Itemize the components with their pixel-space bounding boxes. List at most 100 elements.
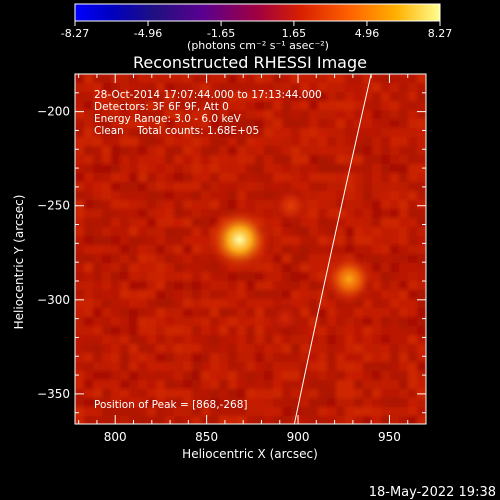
x-tick-label: 950 — [378, 430, 401, 444]
image-pixel — [102, 236, 112, 246]
image-pixel — [246, 317, 256, 327]
image-pixel — [273, 380, 283, 390]
image-pixel — [345, 74, 355, 84]
image-pixel — [129, 173, 139, 183]
image-pixel — [255, 290, 265, 300]
image-pixel — [273, 119, 283, 129]
image-pixel — [219, 128, 229, 138]
image-pixel — [408, 236, 418, 246]
image-pixel — [273, 398, 283, 408]
image-pixel — [417, 254, 426, 264]
image-pixel — [165, 398, 175, 408]
image-pixel — [372, 281, 382, 291]
image-pixel — [327, 236, 337, 246]
image-pixel — [381, 317, 391, 327]
image-pixel — [318, 191, 328, 201]
image-pixel — [174, 155, 184, 165]
image-pixel — [165, 335, 175, 345]
image-pixel — [201, 335, 211, 345]
image-pixel — [381, 209, 391, 219]
image-pixel — [93, 407, 103, 417]
image-pixel — [417, 182, 426, 192]
image-pixel — [93, 245, 103, 255]
image-pixel — [372, 164, 382, 174]
image-pixel — [264, 200, 274, 210]
image-pixel — [282, 74, 292, 84]
image-pixel — [120, 182, 130, 192]
image-pixel — [147, 173, 157, 183]
image-pixel — [399, 272, 409, 282]
image-pixel — [390, 74, 400, 84]
image-pixel — [93, 218, 103, 228]
image-pixel — [273, 173, 283, 183]
image-pixel — [300, 146, 310, 156]
image-pixel — [129, 281, 139, 291]
image-pixel — [120, 110, 130, 120]
image-pixel — [354, 227, 364, 237]
image-pixel — [408, 83, 418, 93]
source-blob — [269, 184, 312, 227]
image-pixel — [174, 119, 184, 129]
image-pixel — [354, 245, 364, 255]
image-pixel — [111, 263, 121, 273]
image-pixel — [147, 110, 157, 120]
image-pixel — [183, 335, 193, 345]
image-pixel — [165, 92, 175, 102]
image-pixel — [363, 191, 373, 201]
image-pixel — [345, 407, 355, 417]
image-pixel — [192, 236, 202, 246]
image-pixel — [75, 245, 85, 255]
image-pixel — [345, 236, 355, 246]
image-pixel — [102, 110, 112, 120]
y-axis-label: Heliocentric Y (arcsec) — [12, 195, 26, 330]
image-pixel — [192, 227, 202, 237]
image-pixel — [237, 362, 247, 372]
image-pixel — [363, 335, 373, 345]
image-pixel — [363, 389, 373, 399]
image-pixel — [129, 218, 139, 228]
image-pixel — [417, 227, 426, 237]
image-pixel — [120, 83, 130, 93]
image-pixel — [336, 317, 346, 327]
image-pixel — [156, 416, 166, 424]
image-pixel — [354, 128, 364, 138]
image-pixel — [210, 128, 220, 138]
image-pixel — [102, 155, 112, 165]
image-pixel — [300, 272, 310, 282]
y-tick-label: −300 — [37, 293, 70, 307]
image-pixel — [291, 416, 301, 424]
image-pixel — [201, 299, 211, 309]
image-pixel — [165, 137, 175, 147]
image-pixel — [219, 380, 229, 390]
image-pixel — [318, 317, 328, 327]
image-pixel — [75, 182, 85, 192]
image-pixel — [183, 200, 193, 210]
image-pixel — [417, 164, 426, 174]
image-pixel — [147, 200, 157, 210]
image-pixel — [246, 74, 256, 84]
image-pixel — [372, 407, 382, 417]
image-pixel — [264, 272, 274, 282]
image-pixel — [201, 92, 211, 102]
image-pixel — [138, 326, 148, 336]
image-pixel — [381, 263, 391, 273]
image-pixel — [192, 335, 202, 345]
image-pixel — [336, 362, 346, 372]
image-pixel — [165, 407, 175, 417]
image-pixel — [201, 290, 211, 300]
image-pixel — [264, 371, 274, 381]
image-pixel — [300, 290, 310, 300]
image-pixel — [417, 92, 426, 102]
image-pixel — [282, 263, 292, 273]
image-pixel — [399, 362, 409, 372]
image-pixel — [75, 146, 85, 156]
image-pixel — [219, 389, 229, 399]
image-pixel — [345, 146, 355, 156]
image-pixel — [210, 110, 220, 120]
image-pixel — [246, 380, 256, 390]
image-pixel — [327, 371, 337, 381]
image-pixel — [93, 317, 103, 327]
image-pixel — [156, 263, 166, 273]
image-pixel — [417, 137, 426, 147]
image-pixel — [75, 299, 85, 309]
